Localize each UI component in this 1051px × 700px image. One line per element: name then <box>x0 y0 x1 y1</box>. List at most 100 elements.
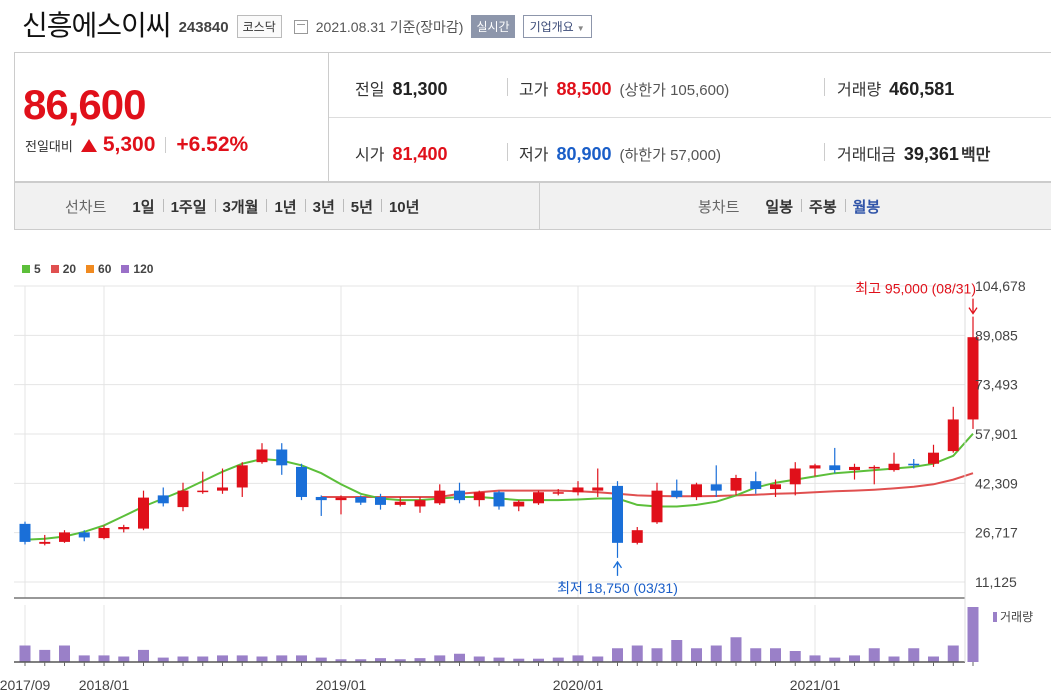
candle-daily[interactable]: 일봉 <box>765 198 794 216</box>
divider <box>539 183 540 229</box>
prev-close-stat: 전일 81,300 <box>355 76 448 100</box>
high-value: 88,500 <box>556 79 612 99</box>
candle-body <box>947 419 959 452</box>
volume-bar <box>710 645 722 662</box>
candles <box>19 316 979 558</box>
x-tick-label: 2019/01 <box>316 677 367 693</box>
price-change: 전일대비 5,300 +6.52% <box>25 133 248 157</box>
chart-legend: 5 20 60 120 <box>22 262 153 276</box>
open-stat: 시가 81,400 <box>355 141 448 165</box>
volume-bar <box>928 656 939 662</box>
high-label: 고가 <box>519 82 549 99</box>
low-value: 80,900 <box>556 144 612 164</box>
candle-body <box>454 490 465 501</box>
period-10y[interactable]: 10년 <box>380 196 428 217</box>
candle-body <box>118 527 130 530</box>
candle-chart-label: 봉차트 <box>698 198 740 216</box>
calendar-icon <box>293 19 308 34</box>
candle-body <box>59 532 70 542</box>
volume-bar <box>296 655 307 662</box>
realtime-button[interactable]: 실시간 <box>471 14 515 38</box>
current-price-panel: 86,600 전일대비 5,300 +6.52% <box>15 53 329 181</box>
date-text: 2021.08.31 기준(장마감) <box>315 18 464 35</box>
period-3m[interactable]: 3개월 <box>214 196 267 217</box>
down-arrow-icon <box>968 307 978 315</box>
candle-weekly[interactable]: 주봉 <box>801 196 845 217</box>
volume-legend-label: 거래량 <box>1000 610 1033 624</box>
change-value: 5,300 <box>102 133 156 156</box>
legend-label: 5 <box>34 262 41 276</box>
y-tick-label: 73,493 <box>975 377 1018 393</box>
volume-bar <box>947 645 959 662</box>
change-label: 전일대비 <box>25 138 73 154</box>
candle-body <box>908 463 920 466</box>
candle-body <box>770 484 781 490</box>
divider <box>507 143 508 161</box>
volume-bar <box>967 607 979 662</box>
high-annotation: 최고 95,000 (08/31) <box>855 281 976 297</box>
market-badge: 코스닥 <box>236 14 282 38</box>
candle-body <box>98 527 110 539</box>
corp-overview-button[interactable]: 기업개요 ▼ <box>522 14 592 38</box>
legend-swatch <box>22 265 30 273</box>
legend-item-ma120[interactable]: 120 <box>121 262 153 276</box>
candle-body <box>256 449 268 463</box>
candle-body <box>493 492 505 507</box>
low-stat: 저가 80,900 (하한가 57,000) <box>519 141 721 165</box>
candle-body <box>592 487 604 491</box>
line-chart-group: 선차트 1일 1주일 3개월 1년 3년 5년 10년 <box>65 183 427 229</box>
candle-body <box>513 501 525 507</box>
legend-item-ma60[interactable]: 60 <box>86 262 111 276</box>
volume-bar <box>355 659 367 662</box>
candle-body <box>809 465 821 469</box>
candle-body <box>434 490 446 504</box>
candle-body <box>355 496 367 503</box>
candle-body <box>414 500 426 507</box>
candle-body <box>157 495 169 504</box>
line-chart-label: 선차트 <box>65 198 107 216</box>
volume-stat: 거래량 460,581 <box>837 76 954 100</box>
period-5y[interactable]: 5년 <box>342 196 381 217</box>
candle-body <box>829 465 841 471</box>
legend-item-ma20[interactable]: 20 <box>50 262 77 276</box>
chart-annotations: 최고 95,000 (08/31) 최저 18,750 (03/31) <box>557 281 978 596</box>
volume-bar <box>177 656 189 662</box>
legend-label: 20 <box>62 262 77 276</box>
y-tick-label: 89,085 <box>975 327 1018 343</box>
change-rate: +6.52% <box>176 133 249 156</box>
period-1w[interactable]: 1주일 <box>162 196 215 217</box>
ma20-line <box>321 472 974 498</box>
volume-bar <box>375 658 386 662</box>
legend-swatch <box>121 265 130 273</box>
period-3y[interactable]: 3년 <box>304 196 343 217</box>
volume-bar <box>691 648 702 662</box>
period-1y[interactable]: 1년 <box>266 196 304 217</box>
candle-body <box>928 452 939 464</box>
volume-bar <box>829 657 841 662</box>
volume-bar <box>59 645 70 662</box>
volume-bar <box>631 645 643 662</box>
volume-bar <box>473 656 485 662</box>
prev-close-value: 81,300 <box>392 79 448 99</box>
volume-bar <box>513 658 525 662</box>
legend-label: 120 <box>133 262 154 276</box>
candle-monthly[interactable]: 월봉 <box>844 196 889 217</box>
low-annotation: 최저 18,750 (03/31) <box>557 580 678 596</box>
volume-bar <box>572 655 584 662</box>
volume-legend-swatch <box>993 612 997 622</box>
divider <box>824 143 825 161</box>
high-stat: 고가 88,500 (상한가 105,600) <box>519 76 729 100</box>
low-label: 저가 <box>519 147 549 164</box>
y-tick-label: 104,678 <box>975 278 1026 294</box>
period-1d[interactable]: 1일 <box>132 198 155 216</box>
legend-item-ma5[interactable]: 5 <box>22 262 41 276</box>
candle-body <box>177 490 189 508</box>
volume-value: 460,581 <box>889 79 955 99</box>
volume-bar <box>434 655 446 662</box>
price-summary: 86,600 전일대비 5,300 +6.52% 전일 81,300 고가 88… <box>14 52 1051 182</box>
volume-bar <box>789 651 801 662</box>
candle-body <box>236 465 248 488</box>
volume-bar <box>849 655 860 662</box>
candle-body <box>473 492 485 501</box>
